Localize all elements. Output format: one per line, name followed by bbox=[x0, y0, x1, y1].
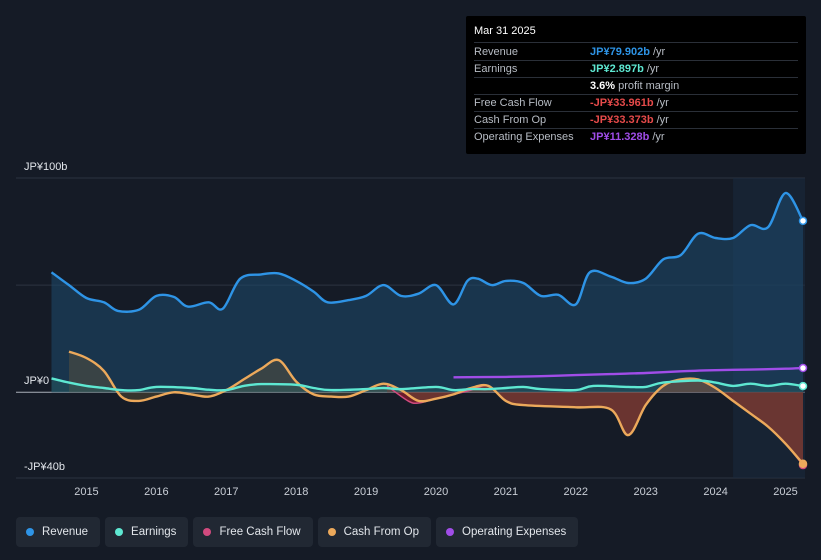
tooltip-row: Operating Expenses JP¥11.328b/yr bbox=[474, 129, 798, 145]
tooltip-panel: Mar 31 2025 Revenue JP¥79.902b/yr Earnings… bbox=[466, 16, 806, 154]
legend-item-cash-from-op[interactable]: Cash From Op bbox=[317, 517, 432, 547]
cash-from-op-area bbox=[69, 351, 803, 464]
tooltip-row-label bbox=[474, 78, 590, 94]
tooltip-row-unit: /yr bbox=[652, 131, 665, 143]
tooltip-row-value: -JP¥33.373b bbox=[590, 114, 654, 126]
legend: Revenue Earnings Free Cash Flow Cash From O… bbox=[16, 517, 579, 547]
tooltip-row-unit: /yr bbox=[656, 97, 669, 109]
legend-item-earnings[interactable]: Earnings bbox=[105, 517, 189, 547]
x-tick-label: 2018 bbox=[284, 486, 308, 498]
tooltip-row-unit: /yr bbox=[646, 63, 660, 75]
legend-label: Cash From Op bbox=[343, 526, 420, 538]
y-tick-label: JP¥0 bbox=[24, 375, 49, 387]
legend-dot-icon bbox=[115, 528, 124, 536]
tooltip-rows: Revenue JP¥79.902b/yr Earnings JP¥2.897b/yr… bbox=[474, 44, 798, 145]
y-tick-label: JP¥100b bbox=[24, 161, 67, 173]
legend-item-free-cash-flow[interactable]: Free Cash Flow bbox=[193, 517, 313, 547]
x-tick-label: 2020 bbox=[424, 486, 448, 498]
legend-dot-icon bbox=[203, 528, 212, 536]
tooltip-row: Revenue JP¥79.902b/yr bbox=[474, 44, 798, 61]
legend-dot-icon bbox=[446, 528, 455, 536]
series-areas bbox=[51, 192, 803, 466]
x-tick-label: 2021 bbox=[494, 486, 518, 498]
legend-label: Free Cash Flow bbox=[219, 526, 301, 538]
free-cash-flow-area bbox=[387, 378, 803, 466]
tooltip-row-value: JP¥79.902b bbox=[590, 46, 650, 58]
x-tick-label: 2022 bbox=[564, 486, 588, 498]
tooltip-row: 3.6% profit margin bbox=[474, 78, 798, 95]
tooltip-row-unit: profit margin bbox=[618, 80, 680, 92]
revenue-line bbox=[50, 191, 805, 313]
x-tick-label: 2015 bbox=[74, 486, 98, 498]
series-lines bbox=[50, 191, 805, 466]
tooltip-row: Free Cash Flow -JP¥33.961b/yr bbox=[474, 95, 798, 112]
axis-labels: JP¥100b JP¥0 -JP¥40b 2015 2016 2017 2018 2019 20… bbox=[24, 161, 798, 498]
tooltip-row-label: Free Cash Flow bbox=[474, 97, 552, 109]
tooltip-row: Earnings JP¥2.897b/yr bbox=[474, 61, 798, 78]
legend-dot-icon bbox=[26, 528, 34, 536]
legend-item-revenue[interactable]: Revenue bbox=[16, 517, 101, 547]
cash-from-op-line bbox=[68, 350, 804, 465]
legend-label: Operating Expenses bbox=[462, 526, 567, 538]
x-tick-label: 2025 bbox=[773, 486, 797, 498]
earnings-area bbox=[51, 378, 803, 393]
cash-from-op-end-marker bbox=[798, 459, 808, 469]
x-tick-label: 2016 bbox=[144, 486, 168, 498]
x-tick-label: 2017 bbox=[214, 486, 238, 498]
tooltip-row-value: JP¥2.897b bbox=[590, 63, 644, 75]
chart: JP¥100b JP¥0 -JP¥40b 2015 2016 2017 2018 2019 20… bbox=[16, 161, 808, 498]
tooltip-row-label: Operating Expenses bbox=[474, 131, 574, 143]
earnings-end-marker bbox=[798, 381, 808, 391]
operating-expenses-line bbox=[453, 366, 804, 379]
tooltip-row-unit: /yr bbox=[652, 46, 666, 58]
end-markers bbox=[798, 216, 808, 470]
tooltip-row-unit: /yr bbox=[656, 114, 669, 126]
tooltip-date: Mar 31 2025 bbox=[474, 24, 798, 43]
x-tick-label: 2019 bbox=[354, 486, 378, 498]
tooltip-row-value: 3.6% bbox=[590, 80, 616, 92]
legend-label: Revenue bbox=[42, 526, 89, 538]
revenue-end-marker bbox=[798, 216, 808, 226]
tooltip-row-value: -JP¥33.961b bbox=[590, 97, 654, 109]
legend-item-operating-expenses[interactable]: Operating Expenses bbox=[436, 517, 579, 547]
legend-label: Earnings bbox=[131, 526, 177, 538]
tooltip-row-label: Cash From Op bbox=[474, 114, 547, 126]
tooltip-row: Cash From Op -JP¥33.373b/yr bbox=[474, 112, 798, 129]
tooltip-row-label: Earnings bbox=[474, 63, 518, 75]
earnings-line bbox=[51, 377, 804, 392]
x-tick-label: 2024 bbox=[703, 486, 727, 498]
legend-dot-icon bbox=[327, 528, 336, 536]
tooltip-row-label: Revenue bbox=[474, 46, 519, 58]
operating-expenses-end-marker bbox=[798, 363, 808, 373]
revenue-area bbox=[51, 192, 803, 393]
y-tick-label: -JP¥40b bbox=[24, 461, 65, 473]
x-tick-label: 2023 bbox=[633, 486, 657, 498]
tooltip-row-value: JP¥11.328b bbox=[590, 131, 650, 143]
